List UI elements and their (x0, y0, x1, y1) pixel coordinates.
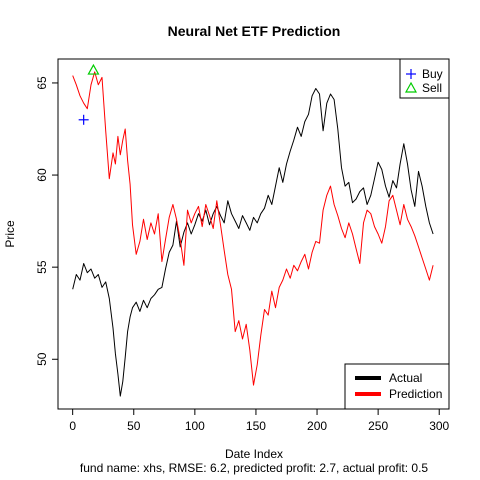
x-axis-label: Date Index (225, 447, 283, 461)
y-tick-label: 65 (35, 76, 49, 90)
series-line-prediction (72, 71, 434, 386)
legend-buy-symbol (406, 69, 416, 79)
legend-sell-label: Sell (422, 81, 442, 95)
x-tick-label: 200 (307, 419, 327, 433)
x-tick-label: 0 (69, 419, 76, 433)
y-tick-label: 60 (35, 168, 49, 182)
x-tick-label: 150 (246, 419, 266, 433)
x-axis: 0 50 100 150 200 250 300 (69, 409, 450, 433)
legend-lines-box (344, 363, 450, 410)
y-tick-label: 50 (35, 352, 49, 366)
legend-prediction-label: Prediction (389, 387, 442, 401)
sell-marker (87, 63, 100, 75)
marker-layer (78, 63, 100, 125)
plot-frame (57, 58, 450, 410)
legend-actual-label: Actual (389, 371, 422, 385)
x-tick-label: 300 (429, 419, 449, 433)
y-axis-label: Price (3, 220, 17, 248)
chart-title: Neural Net ETF Prediction (168, 23, 341, 39)
buy-marker (78, 114, 89, 125)
legend-lines: Actual Prediction (344, 363, 450, 410)
series-line-actual (72, 88, 434, 397)
x-tick-label: 100 (185, 419, 205, 433)
x-tick-label: 50 (127, 419, 141, 433)
legend-sell-symbol (404, 81, 418, 93)
series-layer (72, 71, 434, 397)
y-axis: 50 55 60 65 (35, 76, 58, 366)
chart-caption: fund name: xhs, RMSE: 6.2, predicted pro… (80, 461, 429, 475)
legend-buy-label: Buy (422, 67, 443, 81)
x-tick-label: 250 (368, 419, 388, 433)
y-tick-label: 55 (35, 260, 49, 274)
